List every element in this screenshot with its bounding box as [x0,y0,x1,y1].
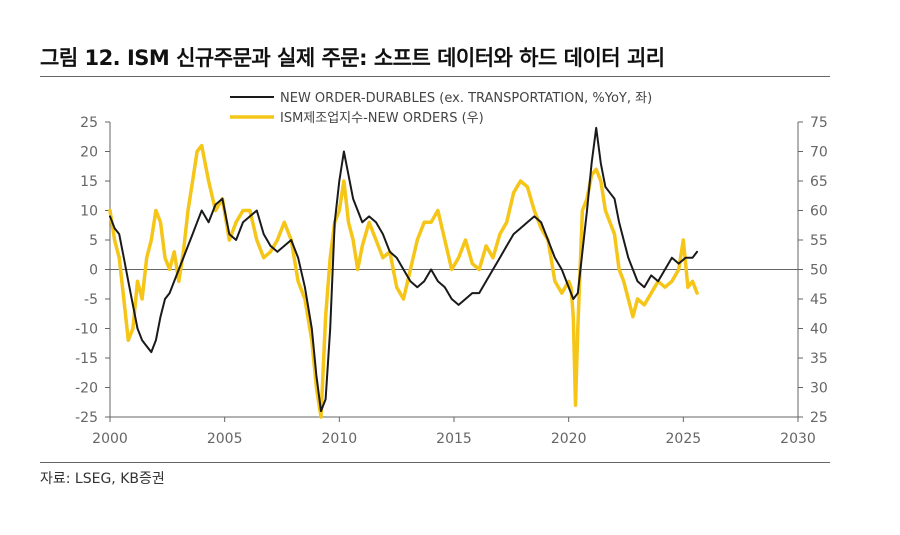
right-tick-label: 65 [810,174,828,190]
source-note: 자료: LSEG, KB증권 [40,471,165,487]
left-tick-label: 5 [89,233,98,249]
top-divider [40,76,830,77]
right-tick-label: 25 [810,410,828,426]
series-line-ism-new-orders [108,143,699,419]
x-tick-label: 2030 [780,431,816,447]
right-tick-label: 70 [810,145,828,161]
right-tick-label: 35 [810,351,828,367]
legend-label: NEW ORDER-DURABLES (ex. TRANSPORTATION, … [280,91,652,106]
right-tick-label: 55 [810,233,828,249]
x-tick-label: 2015 [436,431,472,447]
left-tick-label: -20 [75,381,98,397]
left-tick-label: -5 [84,292,98,308]
right-tick-label: 50 [810,263,828,279]
left-tick-label: -25 [75,410,98,426]
left-tick-label: 15 [80,174,98,190]
left-tick-label: 25 [80,115,98,131]
left-tick-label: 0 [89,263,98,279]
left-tick-label: 20 [80,145,98,161]
chart-axes: 2520151050-5-10-15-20-257570656055504540… [75,115,828,447]
bottom-divider [40,462,830,463]
right-tick-label: 40 [810,322,828,338]
chart-legend: NEW ORDER-DURABLES (ex. TRANSPORTATION, … [230,91,652,126]
left-tick-label: -15 [75,351,98,367]
chart-title: 그림 12. ISM 신규주문과 실제 주문: 소프트 데이터와 하드 데이터 … [40,46,665,70]
x-tick-label: 2000 [92,431,128,447]
right-tick-label: 60 [810,204,828,220]
chart-lines [108,126,699,419]
series-line-durables [109,126,699,413]
right-tick-label: 75 [810,115,828,131]
x-tick-label: 2010 [322,431,358,447]
left-tick-label: 10 [80,204,98,220]
x-tick-label: 2025 [666,431,702,447]
x-tick-label: 2020 [551,431,587,447]
legend-label: ISM제조업지수-NEW ORDERS (우) [280,111,484,126]
left-tick-label: -10 [75,322,98,338]
x-tick-label: 2005 [207,431,243,447]
right-tick-label: 45 [810,292,828,308]
right-tick-label: 30 [810,381,828,397]
